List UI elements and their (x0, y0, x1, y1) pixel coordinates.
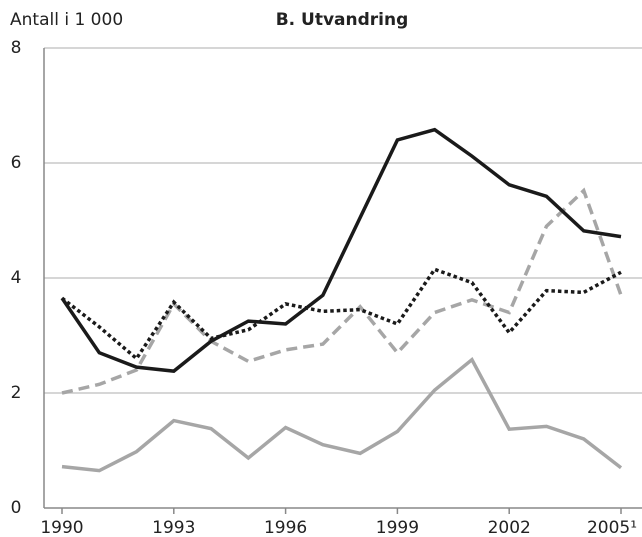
x-tick-label: 2005¹ (587, 518, 637, 537)
series-line (60, 267, 622, 362)
x-tick-label: 1993 (152, 518, 195, 537)
x-tick-label: 1996 (264, 518, 307, 537)
x-tick-label: 1999 (376, 518, 419, 537)
y-tick-label: 6 (11, 153, 22, 173)
x-tick-label: 1990 (40, 518, 83, 537)
y-tick-label: 4 (11, 268, 22, 288)
y-tick-label: 0 (11, 498, 22, 518)
series-line (61, 356, 623, 473)
series-line (61, 187, 623, 395)
series-line (60, 127, 622, 373)
y-axis-label: Antall i 1 000 (10, 10, 123, 30)
x-tick-label: 2002 (488, 518, 531, 537)
y-tick-label: 2 (11, 383, 22, 403)
y-tick-label: 8 (11, 38, 22, 58)
chart-title: B. Utvandring (276, 10, 409, 30)
